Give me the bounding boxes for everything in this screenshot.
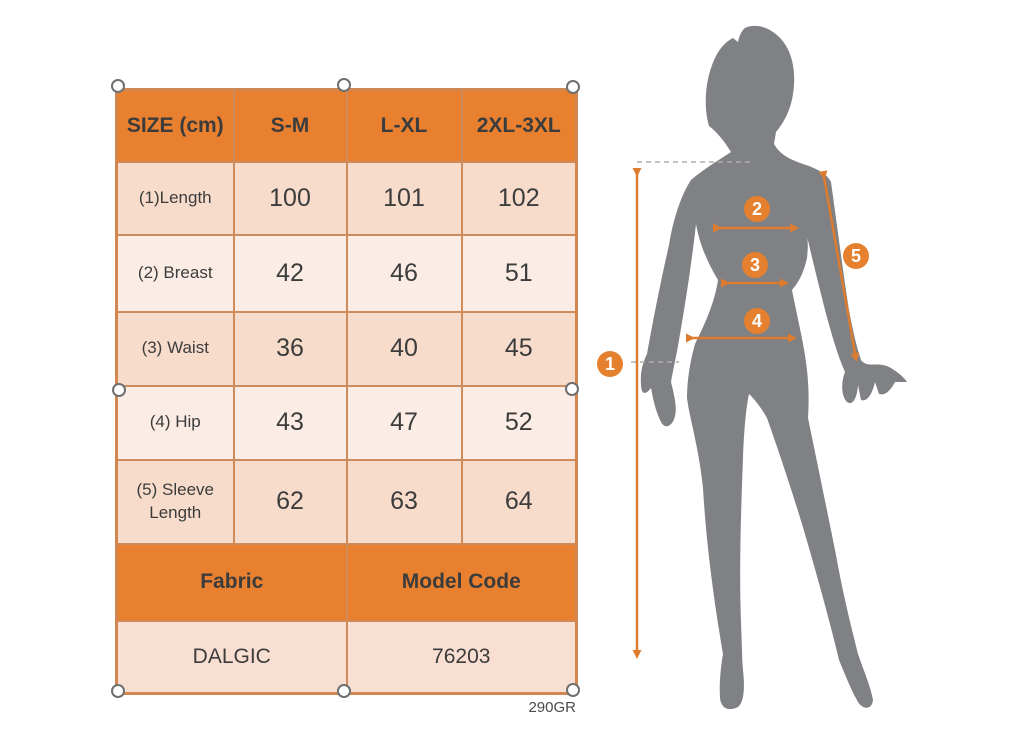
badge-number: 4 bbox=[752, 311, 762, 331]
table-row-breast: (2) Breast 42 46 51 bbox=[115, 233, 578, 313]
selection-handle-middle-left[interactable] bbox=[112, 383, 126, 397]
value-cell: 63 bbox=[345, 458, 463, 545]
value-cell: 43 bbox=[232, 384, 348, 461]
selection-handle-bottom-right[interactable] bbox=[566, 683, 580, 697]
weight-note: 290GR bbox=[528, 699, 576, 716]
selection-handle-top-right[interactable] bbox=[566, 80, 580, 94]
info-header-row: Fabric Model Code bbox=[115, 542, 578, 622]
value-cell: 42 bbox=[232, 233, 348, 313]
value-cell: 47 bbox=[345, 384, 463, 461]
size-header-sm: S-M bbox=[232, 88, 348, 163]
table-row-waist: (3) Waist 36 40 45 bbox=[115, 310, 578, 387]
value-cell: 45 bbox=[460, 310, 578, 387]
measure-badge-4: 4 bbox=[744, 308, 770, 334]
row-label-cell: (5) Sleeve Length bbox=[115, 458, 235, 545]
size-header-lxl: L-XL bbox=[345, 88, 463, 163]
row-label-cell: (4) Hip bbox=[115, 384, 235, 461]
fabric-value-cell: DALGIC bbox=[115, 619, 348, 695]
selection-handle-bottom-center[interactable] bbox=[337, 684, 351, 698]
value-cell: 40 bbox=[345, 310, 463, 387]
measure-badge-1: 1 bbox=[597, 351, 623, 377]
badge-number: 5 bbox=[851, 246, 861, 266]
woman-silhouette-image bbox=[640, 25, 907, 710]
measure-badge-5: 5 bbox=[843, 243, 869, 269]
value-cell: 52 bbox=[460, 384, 578, 461]
badge-number: 3 bbox=[750, 255, 760, 275]
size-header-2xl3xl: 2XL-3XL bbox=[460, 88, 578, 163]
value-cell: 62 bbox=[232, 458, 348, 545]
fabric-header-cell: Fabric bbox=[115, 542, 348, 622]
size-unit-header: SIZE (cm) bbox=[115, 88, 235, 163]
value-cell: 51 bbox=[460, 233, 578, 313]
model-code-value-cell: 76203 bbox=[345, 619, 578, 695]
selection-handle-top-center[interactable] bbox=[337, 78, 351, 92]
measure-badge-2: 2 bbox=[744, 196, 770, 222]
value-cell: 100 bbox=[232, 160, 348, 236]
selection-handle-middle-right[interactable] bbox=[565, 382, 579, 396]
row-label-cell: (2) Breast bbox=[115, 233, 235, 313]
value-cell: 101 bbox=[345, 160, 463, 236]
table-header-row: SIZE (cm) S-M L-XL 2XL-3XL bbox=[115, 88, 578, 163]
badge-circle bbox=[597, 351, 623, 377]
table-row-hip: (4) Hip 43 47 52 bbox=[115, 384, 578, 461]
info-value-row: DALGIC 76203 bbox=[115, 619, 578, 695]
selection-handle-top-left[interactable] bbox=[111, 79, 125, 93]
row-label-cell: (1)Length bbox=[115, 160, 235, 236]
model-code-header-cell: Model Code bbox=[345, 542, 578, 622]
badge-circle bbox=[742, 252, 768, 278]
value-cell: 102 bbox=[460, 160, 578, 236]
size-chart-table: SIZE (cm) S-M L-XL 2XL-3XL (1)Length 100… bbox=[115, 88, 578, 695]
value-cell: 36 bbox=[232, 310, 348, 387]
badge-circle bbox=[744, 308, 770, 334]
badge-number: 2 bbox=[752, 199, 762, 219]
badge-circle bbox=[843, 243, 869, 269]
table-row-sleeve: (5) Sleeve Length 62 63 64 bbox=[115, 458, 578, 545]
sleeve-measure-arrow bbox=[818, 170, 860, 362]
badge-circle bbox=[744, 196, 770, 222]
measurement-figure: 1 2 3 4 5 bbox=[597, 25, 907, 710]
value-cell: 46 bbox=[345, 233, 463, 313]
selection-handle-bottom-left[interactable] bbox=[111, 684, 125, 698]
value-cell: 64 bbox=[460, 458, 578, 545]
row-label-cell: (3) Waist bbox=[115, 310, 235, 387]
badge-number: 1 bbox=[605, 354, 615, 374]
table-row-length: (1)Length 100 101 102 bbox=[115, 160, 578, 236]
measure-badge-3: 3 bbox=[742, 252, 768, 278]
